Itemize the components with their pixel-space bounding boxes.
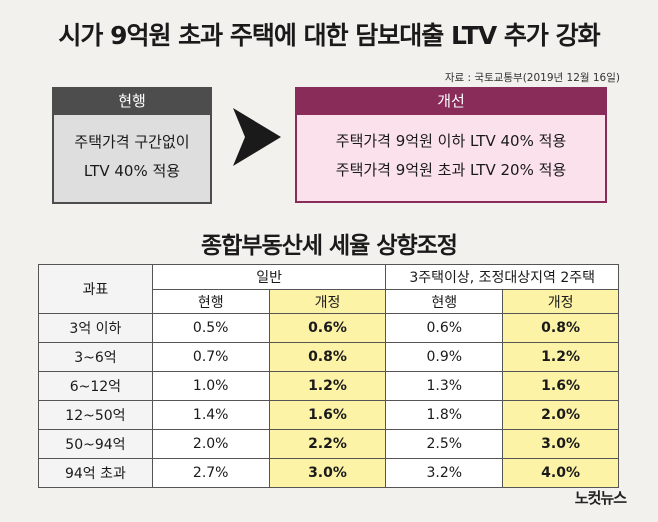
multi-revised-cell: 3.0% xyxy=(502,429,619,459)
multi-current-cell: 0.9% xyxy=(385,342,504,372)
multi-revised-cell: 4.0% xyxy=(502,458,619,488)
bracket-cell: 3~6억 xyxy=(38,342,153,372)
current-ltv-body: 주택가격 구간없이 LTV 40% 적용 xyxy=(52,115,212,204)
general-revised-cell: 0.8% xyxy=(268,342,387,372)
improved-ltv-body: 주택가격 9억원 이하 LTV 40% 적용 주택가격 9억원 초과 LTV 2… xyxy=(295,115,607,203)
general-revised-cell: 1.2% xyxy=(268,371,387,401)
table-row: 50~94억 2.0% 2.2% 2.5% 3.0% xyxy=(38,429,619,459)
bracket-cell: 50~94억 xyxy=(38,429,153,459)
improved-ltv-line: 주택가격 9억원 초과 LTV 20% 적용 xyxy=(335,161,567,179)
page-title: 시가 9억원 초과 주택에 대한 담보대출 LTV 추가 강화 xyxy=(58,21,600,50)
general-revised-cell: 1.6% xyxy=(268,400,387,430)
arrow-right-icon xyxy=(233,108,281,166)
multi-current-cell: 1.3% xyxy=(385,371,504,401)
improved-ltv-line: 주택가격 9억원 이하 LTV 40% 적용 xyxy=(335,132,567,150)
bracket-cell: 94억 초과 xyxy=(38,458,153,488)
general-revised-cell: 3.0% xyxy=(268,458,387,488)
current-ltv-line: 주택가격 구간없이 xyxy=(74,133,190,151)
improved-ltv-label: 개선 xyxy=(295,87,607,115)
general-current-cell: 1.4% xyxy=(151,400,270,430)
nocut-news-logo: 노컷뉴스 xyxy=(574,489,627,507)
table-row: 94억 초과 2.7% 3.0% 3.2% 4.0% xyxy=(38,458,619,488)
general-revised-header: 개정 xyxy=(268,289,387,314)
general-current-cell: 2.0% xyxy=(151,429,270,459)
multi-current-header: 현행 xyxy=(385,289,504,314)
multi-revised-cell: 0.8% xyxy=(502,313,619,343)
multi-current-cell: 1.8% xyxy=(385,400,504,430)
general-current-cell: 0.7% xyxy=(151,342,270,372)
general-current-cell: 1.0% xyxy=(151,371,270,401)
general-revised-cell: 0.6% xyxy=(268,313,387,343)
multi-current-cell: 0.6% xyxy=(385,313,504,343)
source-note: 자료 : 국토교통부(2019년 12월 16일) xyxy=(444,72,620,84)
bracket-cell: 12~50억 xyxy=(38,400,153,430)
table-row: 3~6억 0.7% 0.8% 0.9% 1.2% xyxy=(38,342,619,372)
multi-revised-cell: 1.6% xyxy=(502,371,619,401)
current-ltv-label: 현행 xyxy=(52,87,212,115)
multi-current-cell: 3.2% xyxy=(385,458,504,488)
bracket-header: 과표 xyxy=(38,264,153,314)
tax-rate-table: 과표 일반 3주택이상, 조정대상지역 2주택 현행 개정 현행 개정 3억 이… xyxy=(38,264,619,488)
multi-revised-cell: 1.2% xyxy=(502,342,619,372)
multi-revised-cell: 2.0% xyxy=(502,400,619,430)
multi-current-cell: 2.5% xyxy=(385,429,504,459)
general-revised-cell: 2.2% xyxy=(268,429,387,459)
general-current-header: 현행 xyxy=(151,289,270,314)
current-ltv-line: LTV 40% 적용 xyxy=(83,162,181,180)
multi-revised-header: 개정 xyxy=(502,289,619,314)
current-ltv-box: 현행 주택가격 구간없이 LTV 40% 적용 xyxy=(52,87,212,204)
tax-table-title: 종합부동산세 세율 상향조정 xyxy=(201,233,458,259)
general-current-cell: 0.5% xyxy=(151,313,270,343)
table-row: 3억 이하 0.5% 0.6% 0.6% 0.8% xyxy=(38,313,619,343)
multi-home-group-header: 3주택이상, 조정대상지역 2주택 xyxy=(385,264,619,290)
table-row: 6~12억 1.0% 1.2% 1.3% 1.6% xyxy=(38,371,619,401)
bracket-cell: 6~12억 xyxy=(38,371,153,401)
general-current-cell: 2.7% xyxy=(151,458,270,488)
general-group-header: 일반 xyxy=(151,264,387,290)
table-row: 12~50억 1.4% 1.6% 1.8% 2.0% xyxy=(38,400,619,430)
improved-ltv-box: 개선 주택가격 9억원 이하 LTV 40% 적용 주택가격 9억원 초과 LT… xyxy=(295,87,607,203)
bracket-cell: 3억 이하 xyxy=(38,313,153,343)
